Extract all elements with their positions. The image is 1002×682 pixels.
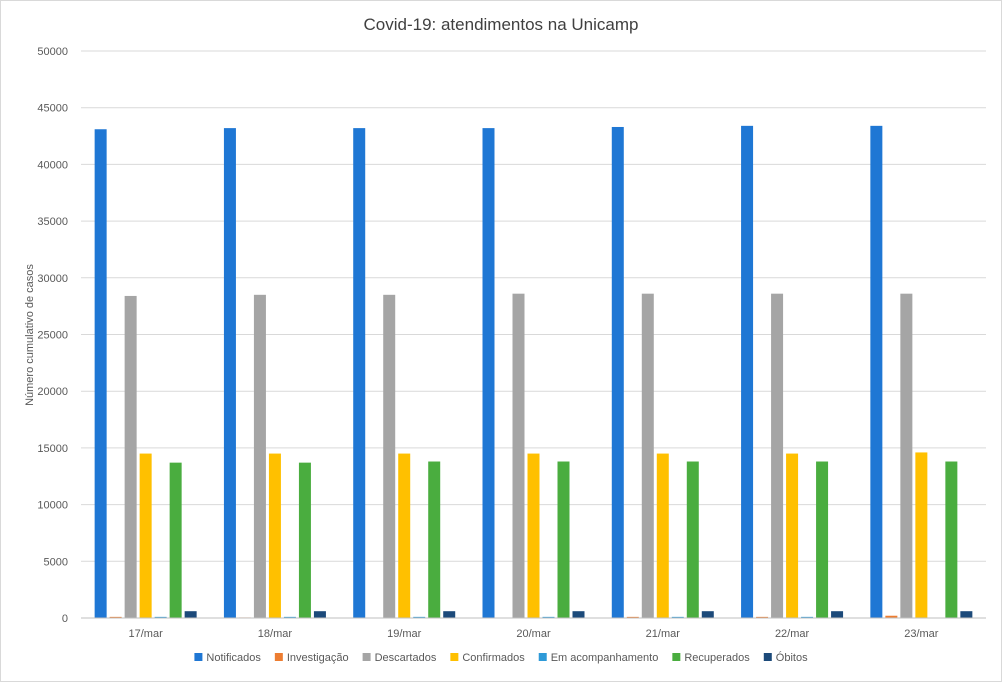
bar (656, 453, 669, 618)
bar (353, 128, 366, 618)
legend-swatch (763, 653, 772, 661)
y-tick-labels: 0 5000 10000 15000 20000 25000 30000 35000 40000… (37, 46, 68, 625)
bar (870, 125, 883, 619)
chart-title: Covid-19: atendimentos na Unicamp (364, 15, 639, 34)
bar (184, 611, 197, 618)
bar (945, 461, 958, 618)
bar (671, 616, 684, 618)
bar (139, 453, 152, 618)
bar (611, 126, 624, 618)
bar (283, 616, 296, 618)
legend-swatch (450, 653, 459, 661)
legend-swatch (194, 653, 203, 661)
bar (557, 461, 570, 618)
bar (741, 125, 754, 619)
bar (542, 616, 555, 618)
y-tick-label: 40000 (37, 159, 68, 171)
y-tick-label: 20000 (37, 386, 68, 398)
legend-label: Confirmados (462, 652, 525, 664)
x-tick-label: 17/mar (129, 628, 164, 640)
bar (786, 453, 799, 618)
bar (900, 293, 913, 618)
bar (443, 611, 456, 618)
legend-swatch (274, 653, 283, 661)
bar (572, 611, 585, 618)
legend-label: Notificados (206, 652, 261, 664)
bar (268, 453, 281, 618)
legend-label: Óbitos (776, 651, 808, 664)
y-tick-label: 5000 (44, 556, 68, 568)
legend-label: Descartados (375, 652, 437, 664)
y-tick-label: 50000 (37, 46, 68, 58)
y-tick-label: 15000 (37, 443, 68, 455)
bar (124, 295, 137, 618)
x-tick-label: 19/mar (387, 628, 422, 640)
bar (313, 611, 326, 618)
legend-label: Recuperados (684, 652, 750, 664)
bar (398, 453, 411, 618)
x-tick-label: 23/mar (904, 628, 939, 640)
bar (885, 615, 898, 618)
legend-label: Em acompanhamento (551, 652, 659, 664)
bar (915, 452, 928, 618)
bar (626, 616, 639, 618)
bar (756, 616, 769, 618)
bar (816, 461, 829, 618)
bar (960, 611, 973, 618)
bar (428, 461, 441, 618)
bar (686, 461, 699, 618)
legend-label: Investigação (287, 652, 349, 664)
bar (413, 616, 426, 618)
bar (771, 293, 784, 618)
y-tick-label: 35000 (37, 216, 68, 228)
bars (94, 125, 973, 619)
bar (154, 616, 167, 618)
y-tick-label: 0 (62, 613, 68, 625)
x-tick-labels: 17/mar 18/mar 19/mar 20/mar 21/mar 22/mar 23/m… (129, 628, 939, 640)
bar (253, 294, 266, 618)
legend-swatch (362, 653, 371, 661)
y-tick-label: 45000 (37, 103, 68, 115)
bar (512, 293, 525, 618)
y-axis-title: Número cumulativo de casos (24, 264, 36, 406)
x-tick-label: 20/mar (516, 628, 551, 640)
x-tick-label: 21/mar (646, 628, 681, 640)
y-tick-label: 30000 (37, 273, 68, 285)
bar (701, 611, 714, 618)
bar (801, 616, 814, 618)
x-tick-label: 18/mar (258, 628, 293, 640)
bar (482, 128, 495, 618)
bar (383, 294, 396, 618)
x-tick-label: 22/mar (775, 628, 810, 640)
bar (223, 128, 236, 618)
bar (109, 616, 122, 618)
y-tick-label: 25000 (37, 330, 68, 342)
legend: Notificados Investigação Descartados Confir… (194, 651, 808, 664)
bar (527, 453, 540, 618)
legend-swatch (538, 653, 547, 661)
legend-swatch (672, 653, 681, 661)
bar (169, 462, 182, 618)
bar (94, 129, 107, 618)
bar (831, 611, 844, 618)
bar (641, 293, 654, 618)
y-tick-label: 10000 (37, 500, 68, 512)
bar (298, 462, 311, 618)
